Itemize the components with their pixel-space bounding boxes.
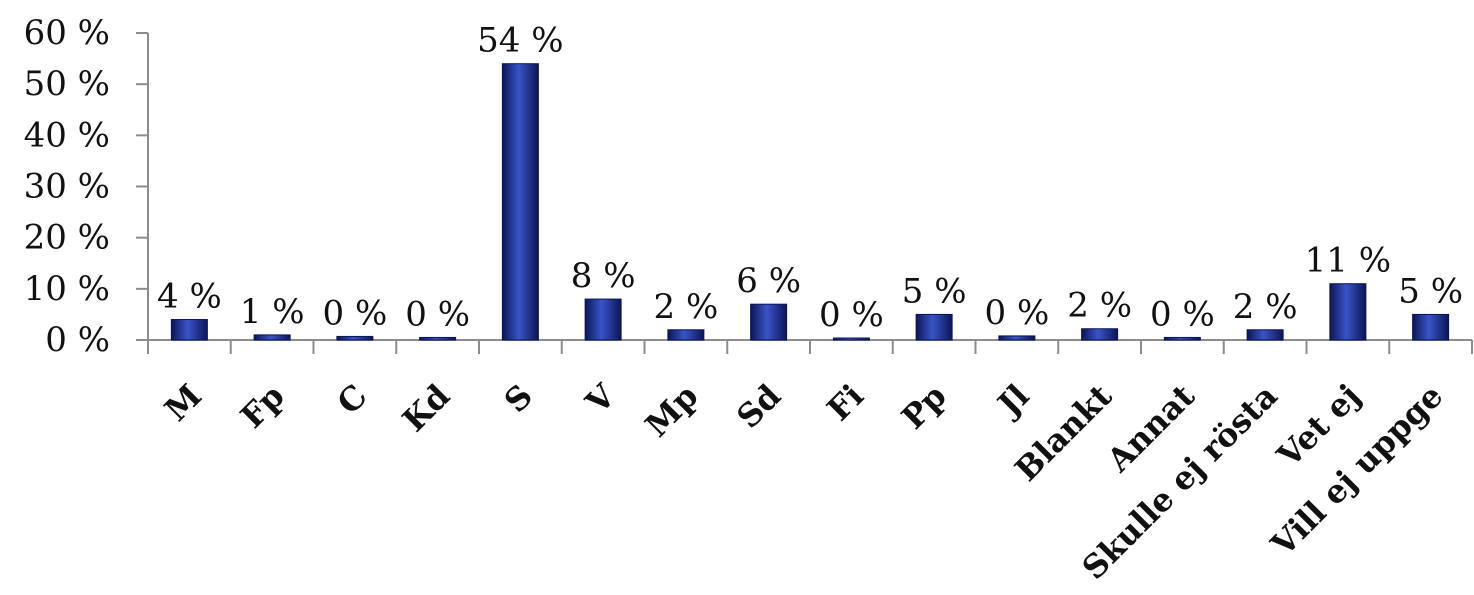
data-label: 0 % [323, 293, 388, 333]
y-tick-label: 10 % [24, 269, 110, 309]
x-tick-label: C [330, 377, 375, 422]
bar-vet-ej [1329, 283, 1367, 341]
data-label: 2 % [1233, 287, 1298, 327]
data-label: 2 % [1067, 286, 1132, 326]
y-tick-label: 30 % [24, 167, 110, 207]
x-tick-label: M [157, 377, 209, 429]
y-tick-label: 50 % [24, 64, 110, 104]
x-tick-label: V [578, 376, 624, 422]
data-label: 5 % [1398, 271, 1463, 311]
bar-jl [998, 335, 1036, 341]
data-label: 5 % [902, 271, 967, 311]
data-labels: 4 % 1 % 0 % 0 % 54 % 8 % 2 % 6 % 0 % 5 % 0 % 2 % 0 %… [157, 21, 1463, 335]
x-tick-label: Fp [233, 377, 292, 436]
bar-c [336, 335, 374, 341]
bar-fp [253, 334, 291, 341]
bar-skulle-ej-r-sta [1246, 329, 1284, 341]
bar-blankt [1081, 328, 1119, 341]
data-label: 0 % [819, 295, 884, 335]
bar-vill-ej-uppge [1412, 313, 1450, 341]
x-tick-label: Kd [395, 377, 457, 439]
y-tick-label: 20 % [24, 218, 110, 258]
data-label: 1 % [240, 292, 305, 332]
data-label: 0 % [985, 293, 1050, 333]
x-tick-label: Jl [988, 377, 1036, 425]
bar-pp [915, 313, 953, 341]
data-label: 0 % [1150, 294, 1215, 334]
data-label: 0 % [405, 294, 470, 334]
data-label: 8 % [571, 256, 636, 296]
x-tick-label: Pp [894, 377, 954, 437]
bar-sd [750, 303, 788, 341]
bars [170, 63, 1450, 341]
x-tick-label: Sd [729, 377, 788, 436]
data-label: 4 % [157, 277, 222, 317]
y-tick-label: 0 % [45, 320, 110, 360]
x-tick-label: Fi [820, 377, 872, 429]
y-tick-label: 40 % [24, 115, 110, 155]
data-label: 54 % [477, 21, 563, 61]
x-tick-label: Mp [638, 377, 706, 445]
bar-fi [832, 337, 870, 341]
bar-s [501, 63, 539, 341]
bar-annat [1163, 336, 1201, 341]
y-tick-label: 60 % [24, 13, 110, 53]
bar-mp [667, 329, 705, 341]
data-label: 2 % [654, 287, 719, 327]
x-tick-label: S [497, 377, 540, 420]
data-label: 11 % [1305, 241, 1391, 281]
y-axis-ticks: 0 % 10 % 20 % 30 % 40 % 50 % 60 % [24, 13, 148, 360]
data-label: 6 % [736, 261, 801, 301]
bar-v [584, 298, 622, 341]
bar-kd [419, 336, 457, 341]
bar-m [170, 319, 208, 341]
